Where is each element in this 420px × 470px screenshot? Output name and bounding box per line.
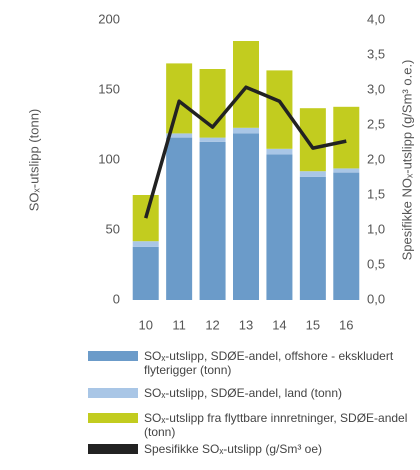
y-tick-label: 50 — [106, 221, 120, 236]
bar-segment — [333, 168, 360, 173]
y-tick-label: 0 — [113, 291, 120, 306]
y2-tick-label: 0,5 — [367, 256, 385, 271]
bar-segment — [166, 137, 193, 300]
x-tick-label: 14 — [272, 317, 286, 332]
bar-segment — [333, 172, 360, 300]
bar-segment — [266, 70, 293, 149]
bar-segment — [166, 133, 193, 138]
legend-item: Spesifikke SOₓ-utslipp (g/Sm³ oe) — [88, 442, 408, 456]
y-tick-label: 200 — [98, 11, 120, 26]
bar-segment — [233, 127, 259, 134]
legend-label: SOₓ-utslipp fra flyttbare innretninger, … — [144, 411, 408, 439]
line — [144, 85, 347, 219]
y2-tick-label: 3,0 — [367, 81, 385, 96]
bar-segment — [132, 246, 159, 300]
x-tick-label: 12 — [205, 317, 219, 332]
legend-swatch — [88, 444, 138, 454]
x-tick-label: 13 — [239, 317, 253, 332]
bar-segment — [199, 141, 226, 300]
bar-segment — [333, 106, 360, 169]
x-tick-label: 10 — [138, 317, 152, 332]
bar-segment — [199, 137, 226, 142]
x-tick-label: 16 — [339, 317, 353, 332]
y2-tick-label: 1,5 — [367, 186, 385, 201]
legend-label: SOₓ-utslipp, SDØE-andel, offshore - eksk… — [144, 349, 394, 377]
bar-segment — [299, 171, 326, 177]
legend-item: SOₓ-utslipp, SDØE-andel, offshore - eksk… — [88, 349, 408, 377]
bar-segment — [299, 176, 326, 300]
y2-tick-label: 3,5 — [367, 46, 385, 61]
legend-item: SOₓ-utslipp, SDØE-andel, land (tonn) — [88, 386, 408, 400]
y2-tick-label: 2,5 — [367, 116, 385, 131]
bar-segment — [266, 148, 293, 155]
y-tick-label: 150 — [98, 81, 120, 96]
y2-tick-label: 0,0 — [367, 291, 385, 306]
bar-segment — [299, 108, 326, 172]
legend-label: SOₓ-utslipp, SDØE-andel, land (tonn) — [144, 386, 343, 400]
legend-swatch — [88, 413, 138, 423]
y2-tick-label: 2,0 — [367, 151, 385, 166]
bar-segment — [166, 63, 193, 134]
bar-segment — [132, 241, 159, 247]
chart: SOₓ-utslipp (tonn) Spesifikke NOₓ-utslip… — [26, 11, 414, 332]
bar-segment — [233, 41, 259, 128]
legend-swatch — [88, 388, 138, 398]
legend-label: Spesifikke SOₓ-utslipp (g/Sm³ oe) — [144, 442, 322, 456]
x-tick-label: 15 — [306, 317, 320, 332]
bar-segment — [266, 154, 293, 300]
bar-segment — [233, 133, 259, 300]
legend-swatch — [88, 351, 138, 361]
y2-axis-title: Spesifikke NOₓ-utslipp (g/Sm³ o.e.) — [399, 60, 414, 261]
y-tick-label: 100 — [98, 151, 120, 166]
y2-tick-label: 4,0 — [367, 11, 385, 26]
legend-item: SOₓ-utslipp fra flyttbare innretninger, … — [88, 411, 408, 439]
y-axis-title: SOₓ-utslipp (tonn) — [26, 109, 41, 212]
y2-tick-label: 1,0 — [367, 221, 385, 236]
x-tick-label: 11 — [172, 317, 186, 332]
